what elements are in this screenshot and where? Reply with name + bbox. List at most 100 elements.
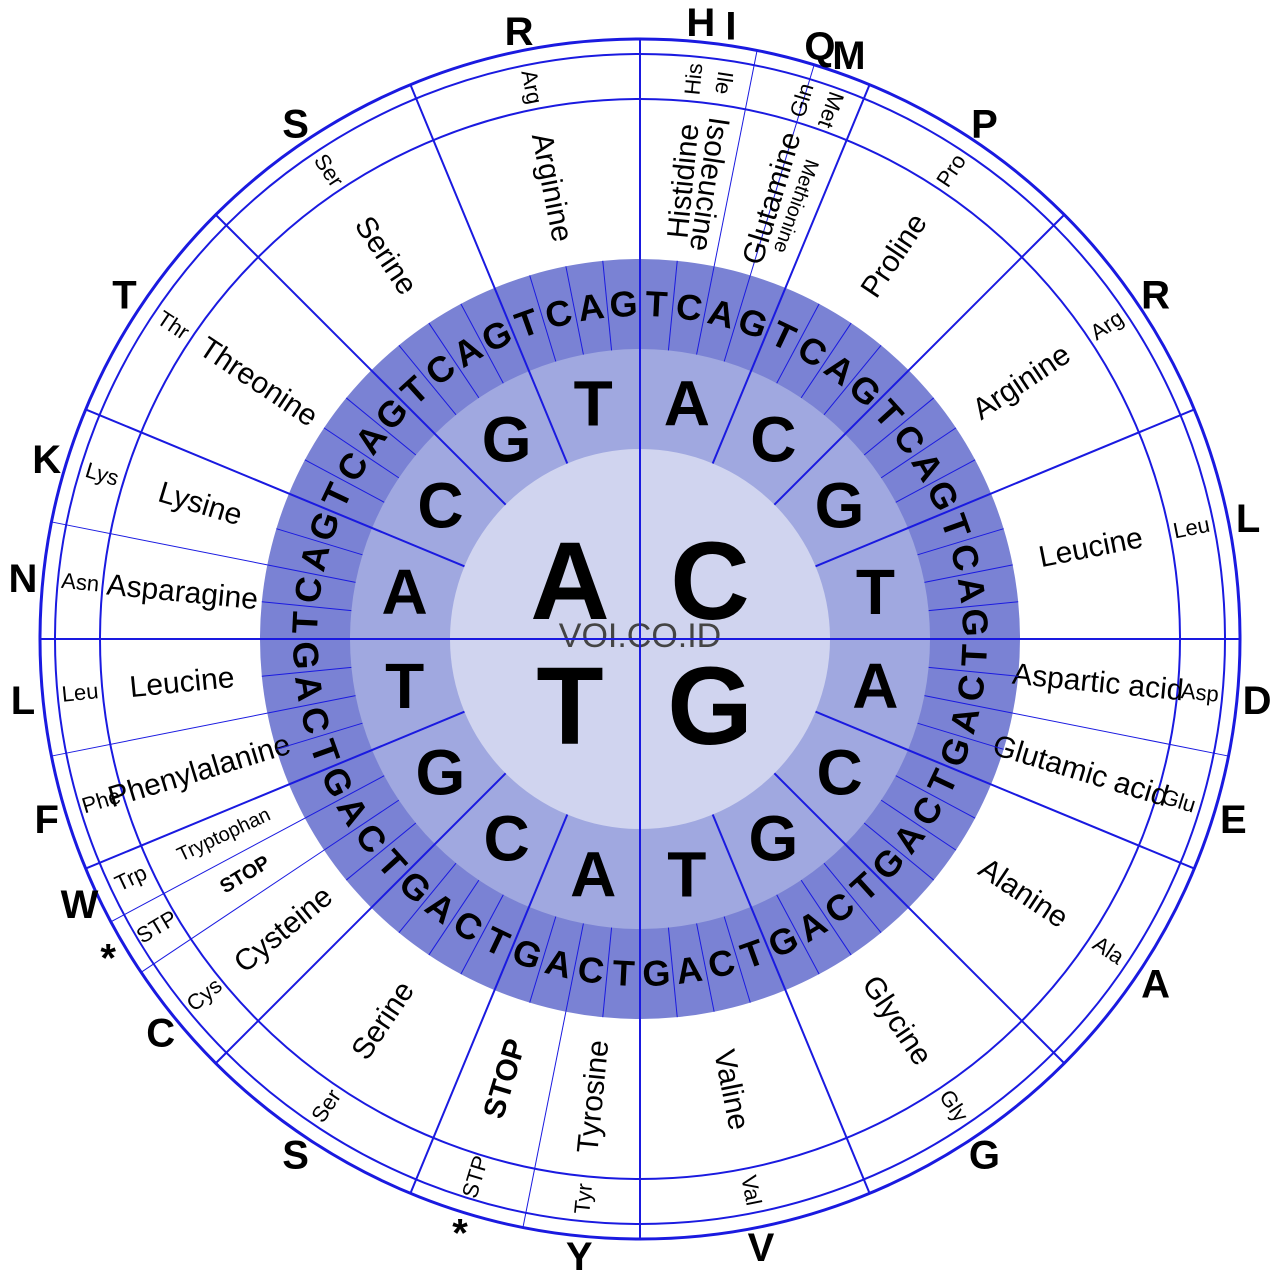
ring2-base: G	[748, 803, 798, 875]
aa-full-name: Proline	[855, 208, 934, 304]
aa-divider	[909, 215, 1065, 371]
aa-abbr: His	[679, 62, 707, 96]
aa-letter: *	[100, 937, 116, 981]
aa-abbr: Ser	[306, 1085, 346, 1127]
aa-full-name: STOP	[477, 1035, 532, 1122]
aa-abbr: Asp	[1180, 678, 1220, 707]
ring3-base: G	[609, 283, 639, 325]
ring3-base: T	[612, 952, 636, 994]
aa-letter: M	[832, 34, 865, 78]
codon-wheel: ACTGVOI.CO.IDACGTACGTACGTACGTTCAGTCAGTCA…	[0, 0, 1280, 1279]
aa-abbr: Pro	[931, 149, 971, 191]
aa-full-name: Arginine	[525, 130, 579, 244]
ring2-base: C	[750, 403, 796, 475]
aa-letter: *	[452, 1211, 468, 1255]
aa-abbr: Tyr	[569, 1182, 597, 1215]
aa-divider	[410, 85, 494, 288]
center-base-G: G	[667, 645, 753, 768]
aa-full-name: Valine	[707, 1047, 755, 1133]
aa-letter: G	[969, 1134, 1000, 1178]
ring2-base: C	[816, 736, 862, 808]
aa-letter: H	[686, 1, 715, 45]
aa-letter: R	[505, 10, 534, 54]
ring2-base: G	[482, 403, 532, 475]
ring2-base: G	[815, 470, 865, 542]
aa-letter: P	[971, 102, 998, 146]
aa-letter: F	[34, 798, 58, 842]
ring2-base: T	[856, 556, 895, 628]
aa-abbr: Arg	[516, 68, 547, 106]
aa-letter: S	[282, 1134, 309, 1178]
ring3-base: G	[954, 608, 996, 638]
aa-full-name: Arginine	[967, 338, 1077, 427]
aa-full-name: Tyrosine	[571, 1039, 615, 1155]
aa-divider	[991, 409, 1194, 493]
ring3-base: G	[285, 640, 327, 670]
aa-abbr: Asn	[60, 568, 100, 597]
aa-full-name: Alanine	[973, 852, 1075, 935]
ring2-base: C	[484, 803, 530, 875]
ring2-base: C	[417, 470, 463, 542]
aa-full-name: Aspartic acid	[1011, 658, 1185, 708]
ring2-base: A	[852, 650, 898, 722]
aa-full-name: Threonine	[193, 331, 324, 433]
aa-letter: L	[1236, 497, 1260, 541]
ring2-base: A	[570, 838, 616, 910]
aa-abbr: Ser	[309, 149, 349, 191]
aa-letter: I	[725, 5, 736, 49]
aa-letter: R	[1141, 274, 1170, 318]
aa-abbr: Lys	[83, 457, 122, 491]
ring2-base: A	[664, 368, 710, 440]
aa-full-name: Serine	[345, 975, 421, 1065]
aa-divider	[785, 990, 869, 1193]
aa-full-name: Asparagine	[105, 568, 259, 616]
aa-full-name: Glutamic acid	[989, 729, 1172, 813]
aa-abbr: Gln	[785, 80, 819, 120]
aa-letter: A	[1141, 962, 1170, 1006]
aa-full-name: Leucine	[1036, 521, 1146, 574]
aa-abbr: Ile	[710, 70, 738, 97]
aa-divider	[909, 908, 1065, 1064]
ring2-base: G	[416, 736, 466, 808]
aa-abbr: Leu	[61, 678, 100, 706]
aa-full-name: Leucine	[128, 661, 236, 704]
aa-full-name: Lysine	[155, 476, 247, 532]
ring3-base: T	[953, 643, 995, 667]
aa-full-name: Phenylalanine	[104, 728, 294, 814]
aa-abbr: Ala	[1088, 931, 1129, 970]
aa-letter: K	[32, 438, 61, 482]
aa-full-name: Cysteine	[228, 880, 339, 980]
aa-abbr: Trp	[111, 860, 151, 896]
aa-abbr: Val	[736, 1173, 766, 1207]
aa-letter: L	[11, 679, 35, 723]
aa-letter: W	[61, 883, 99, 927]
ring3-base: G	[641, 952, 671, 994]
ring2-base: T	[667, 838, 706, 910]
ring2-base: A	[382, 556, 428, 628]
aa-abbr: Leu	[1171, 512, 1212, 544]
aa-divider	[216, 215, 372, 371]
center-base-T: T	[536, 645, 603, 768]
aa-letter: N	[9, 557, 38, 601]
aa-letter: Q	[804, 25, 835, 69]
aa-letter: V	[748, 1226, 775, 1270]
aa-letter: Y	[566, 1235, 593, 1279]
ring2-base: T	[574, 368, 613, 440]
aa-letter: D	[1243, 679, 1272, 723]
aa-letter: E	[1220, 798, 1247, 842]
aa-abbr: STP	[457, 1153, 493, 1201]
aa-abbr: Thr	[153, 306, 194, 345]
aa-full-name: STOP	[216, 852, 274, 899]
aa-letter: T	[112, 274, 136, 318]
ring3-base: T	[284, 611, 326, 635]
aa-abbr: Glu	[1159, 784, 1199, 818]
aa-abbr: Gly	[934, 1085, 973, 1126]
aa-full-name: Glycine	[855, 970, 938, 1072]
aa-full-name: Serine	[348, 210, 424, 300]
aa-letter: S	[282, 102, 309, 146]
aa-abbr: Arg	[1086, 305, 1128, 345]
ring3-base: T	[644, 283, 668, 325]
aa-letter: C	[146, 1011, 175, 1055]
ring2-base: T	[385, 650, 424, 722]
aa-abbr: Met	[813, 88, 849, 131]
